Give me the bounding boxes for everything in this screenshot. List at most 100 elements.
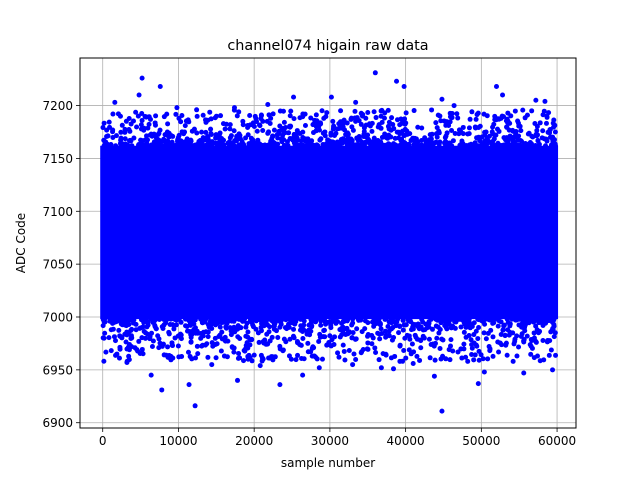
data-point	[433, 139, 439, 145]
data-point	[194, 113, 200, 119]
data-point	[395, 316, 401, 322]
data-point	[432, 357, 438, 363]
data-point	[113, 133, 119, 139]
data-point	[129, 143, 135, 149]
outlier-point	[157, 84, 163, 90]
data-point	[149, 142, 155, 148]
data-point	[426, 336, 432, 342]
data-point	[427, 355, 433, 361]
data-point	[502, 332, 508, 338]
outlier-point	[475, 381, 481, 387]
data-point	[392, 353, 398, 359]
data-point	[354, 326, 360, 332]
data-point	[517, 316, 523, 322]
data-point	[277, 324, 283, 330]
data-point	[348, 116, 354, 122]
data-point	[317, 316, 323, 322]
data-point	[269, 334, 275, 340]
data-point	[277, 123, 283, 129]
data-point	[389, 115, 395, 121]
data-point	[468, 337, 474, 343]
data-point	[167, 321, 173, 327]
data-point	[504, 352, 510, 358]
data-point	[294, 128, 300, 134]
data-point	[192, 326, 198, 332]
data-point	[213, 355, 219, 361]
data-point	[146, 121, 152, 127]
data-point	[513, 134, 519, 140]
data-point	[528, 351, 534, 357]
data-point	[279, 139, 285, 145]
data-point	[140, 138, 146, 144]
data-point	[490, 334, 496, 340]
data-point	[552, 129, 558, 135]
data-point	[519, 138, 525, 144]
x-tick-label: 40000	[387, 434, 425, 448]
plot-area-frame	[79, 57, 577, 429]
data-point	[398, 116, 404, 122]
data-point	[200, 112, 206, 118]
data-point	[529, 337, 535, 343]
data-point	[516, 344, 522, 350]
data-point	[328, 132, 334, 138]
data-point	[399, 136, 405, 142]
data-point	[110, 320, 116, 326]
data-point	[236, 109, 242, 115]
data-point	[243, 343, 249, 349]
data-point	[383, 332, 389, 338]
data-point	[218, 113, 224, 119]
data-point	[350, 320, 356, 326]
data-point	[345, 131, 351, 137]
data-point	[287, 336, 293, 342]
data-point	[217, 130, 223, 136]
data-point	[266, 329, 272, 335]
data-point	[545, 338, 551, 344]
data-point	[218, 348, 224, 354]
data-point	[434, 134, 440, 140]
data-point	[540, 128, 546, 134]
data-point	[278, 317, 284, 323]
data-point	[431, 343, 437, 349]
data-point	[513, 317, 519, 323]
data-point	[397, 143, 403, 149]
data-point	[139, 346, 145, 352]
data-point	[199, 129, 205, 135]
data-point	[273, 328, 279, 334]
data-point	[320, 142, 326, 148]
data-point	[280, 128, 286, 134]
data-point	[231, 324, 237, 330]
data-point	[241, 358, 247, 364]
data-point	[446, 318, 452, 324]
data-point	[210, 321, 216, 327]
data-point	[293, 357, 299, 363]
data-point	[222, 126, 228, 132]
data-point	[501, 323, 507, 329]
data-point	[553, 352, 559, 358]
data-point	[442, 134, 448, 140]
data-point	[258, 352, 264, 358]
data-point	[223, 121, 229, 127]
data-point	[131, 135, 137, 141]
data-point	[231, 128, 237, 134]
data-point	[153, 142, 159, 148]
data-point	[540, 112, 546, 118]
data-point	[481, 111, 487, 117]
data-point	[234, 113, 240, 119]
data-point	[212, 140, 218, 146]
data-point	[245, 123, 251, 129]
data-point	[115, 111, 121, 117]
data-point	[498, 319, 504, 325]
data-point	[463, 143, 469, 149]
data-point	[243, 135, 249, 141]
data-point	[247, 113, 253, 119]
data-point	[407, 336, 413, 342]
data-point	[466, 125, 472, 131]
data-point	[254, 128, 260, 134]
data-point	[200, 342, 206, 348]
data-point	[170, 133, 176, 139]
data-point	[133, 109, 139, 115]
data-point	[407, 317, 413, 323]
data-point	[132, 345, 138, 351]
data-point	[383, 142, 389, 148]
data-point	[258, 112, 264, 118]
